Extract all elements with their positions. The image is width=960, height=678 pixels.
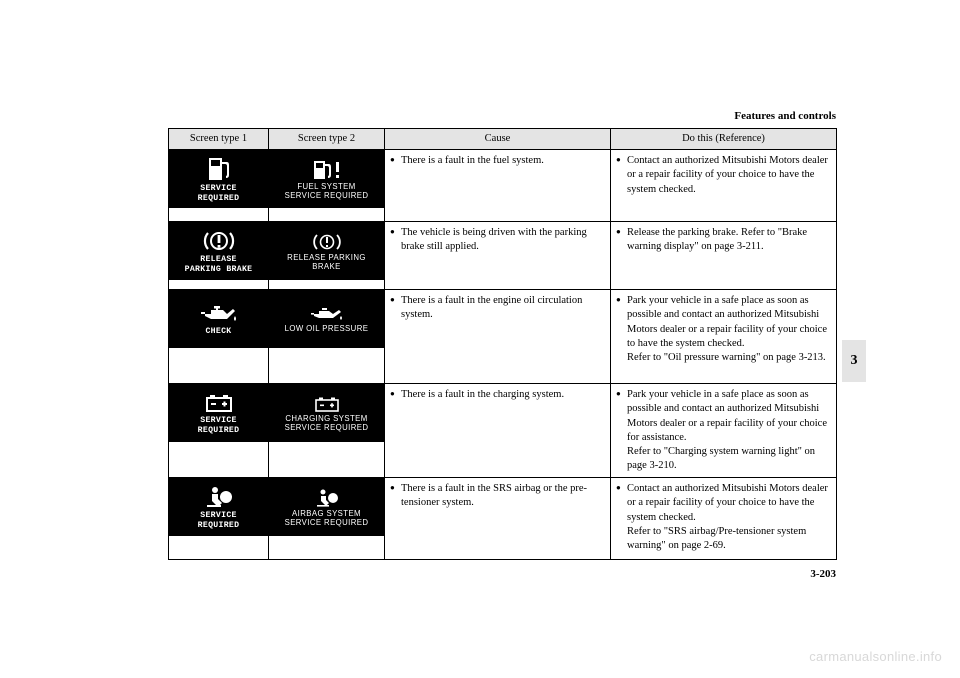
action-text: Release the parking brake. Refer to "Bra… — [616, 226, 831, 254]
screen2-battery: CHARGING SYSTEMSERVICE REQUIRED — [269, 384, 384, 442]
action-text: Park your vehicle in a safe place as soo… — [616, 294, 831, 365]
action-cell: Release the parking brake. Refer to "Bra… — [611, 222, 837, 290]
cause-text: There is a fault in the SRS airbag or th… — [390, 482, 605, 510]
col-header-action: Do this (Reference) — [611, 129, 837, 150]
screen1-battery: SERVICEREQUIRED — [169, 384, 268, 442]
screen2-caption: LOW OIL PRESSURE — [285, 325, 369, 334]
screen2-airbag: AIRBAG SYSTEMSERVICE REQUIRED — [269, 478, 384, 536]
table-row: SERVICEREQUIRED CHARGING SYSTEMS — [169, 384, 837, 478]
battery-icon — [203, 392, 235, 414]
action-text: Park your vehicle in a safe place as soo… — [616, 388, 831, 473]
battery-icon — [313, 395, 341, 413]
screen2-caption: RELEASE PARKINGBRAKE — [287, 254, 366, 272]
screen1-caption: CHECK — [205, 327, 231, 336]
screen1-brake: RELEASEPARKING BRAKE — [169, 222, 268, 280]
table-row: RELEASEPARKING BRAKE RELEASE PARKINGBRAK… — [169, 222, 837, 290]
screen2-caption: CHARGING SYSTEMSERVICE REQUIRED — [285, 415, 369, 433]
cause-cell: There is a fault in the charging system. — [385, 384, 611, 478]
brake-warning-icon — [202, 229, 236, 253]
screen1-caption: SERVICEREQUIRED — [198, 511, 240, 530]
screen1-oil: CHECK — [169, 290, 268, 348]
action-text: Contact an authorized Mitsubishi Motors … — [616, 154, 831, 197]
screen2-caption: AIRBAG SYSTEMSERVICE REQUIRED — [285, 510, 369, 528]
col-header-screen1: Screen type 1 — [169, 129, 269, 150]
action-cell: Contact an authorized Mitsubishi Motors … — [611, 478, 837, 560]
chapter-tab: 3 — [842, 340, 866, 382]
cause-text: The vehicle is being driven with the par… — [390, 226, 605, 254]
action-text: Contact an authorized Mitsubishi Motors … — [616, 482, 831, 553]
screen1-airbag: SERVICEREQUIRED — [169, 478, 268, 536]
cause-cell: The vehicle is being driven with the par… — [385, 222, 611, 290]
action-cell: Park your vehicle in a safe place as soo… — [611, 290, 837, 384]
oil-can-icon — [309, 305, 345, 323]
cause-text: There is a fault in the fuel system. — [390, 154, 605, 168]
cause-cell: There is a fault in the SRS airbag or th… — [385, 478, 611, 560]
screen1-caption: RELEASEPARKING BRAKE — [185, 255, 253, 274]
cause-text: There is a fault in the charging system. — [390, 388, 605, 402]
brake-warning-icon — [312, 232, 342, 252]
cause-cell: There is a fault in the engine oil circu… — [385, 290, 611, 384]
action-cell: Contact an authorized Mitsubishi Motors … — [611, 150, 837, 222]
table-row: CHECK LOW OIL PRESSURE — [169, 290, 837, 384]
fuel-pump-alert-icon — [310, 159, 344, 181]
table-row: SERVICEREQUIRED FUEL SYSTEMSERVICE REQUI… — [169, 150, 837, 222]
screen1-caption: SERVICEREQUIRED — [198, 184, 240, 203]
screen2-caption: FUEL SYSTEMSERVICE REQUIRED — [285, 183, 369, 201]
section-title: Features and controls — [168, 110, 836, 122]
cause-text: There is a fault in the engine oil circu… — [390, 294, 605, 322]
screen2-oil: LOW OIL PRESSURE — [269, 290, 384, 348]
screen2-fuel: FUEL SYSTEMSERVICE REQUIRED — [269, 150, 384, 208]
table-row: SERVICEREQUIRED AIRBAG SYSTEMSERVICE REQ… — [169, 478, 837, 560]
airbag-icon — [314, 488, 340, 508]
oil-can-icon — [199, 303, 239, 325]
warning-table: Screen type 1 Screen type 2 Cause Do thi… — [168, 128, 837, 560]
col-header-screen2: Screen type 2 — [269, 129, 385, 150]
screen1-caption: SERVICEREQUIRED — [198, 416, 240, 435]
cause-cell: There is a fault in the fuel system. — [385, 150, 611, 222]
page-number: 3-203 — [810, 568, 836, 580]
screen1-fuel: SERVICEREQUIRED — [169, 150, 268, 208]
watermark: carmanualsonline.info — [809, 649, 942, 664]
screen2-brake: RELEASE PARKINGBRAKE — [269, 222, 384, 280]
action-cell: Park your vehicle in a safe place as soo… — [611, 384, 837, 478]
fuel-pump-icon — [203, 156, 235, 182]
airbag-icon — [204, 485, 234, 509]
col-header-cause: Cause — [385, 129, 611, 150]
table-header-row: Screen type 1 Screen type 2 Cause Do thi… — [169, 129, 837, 150]
